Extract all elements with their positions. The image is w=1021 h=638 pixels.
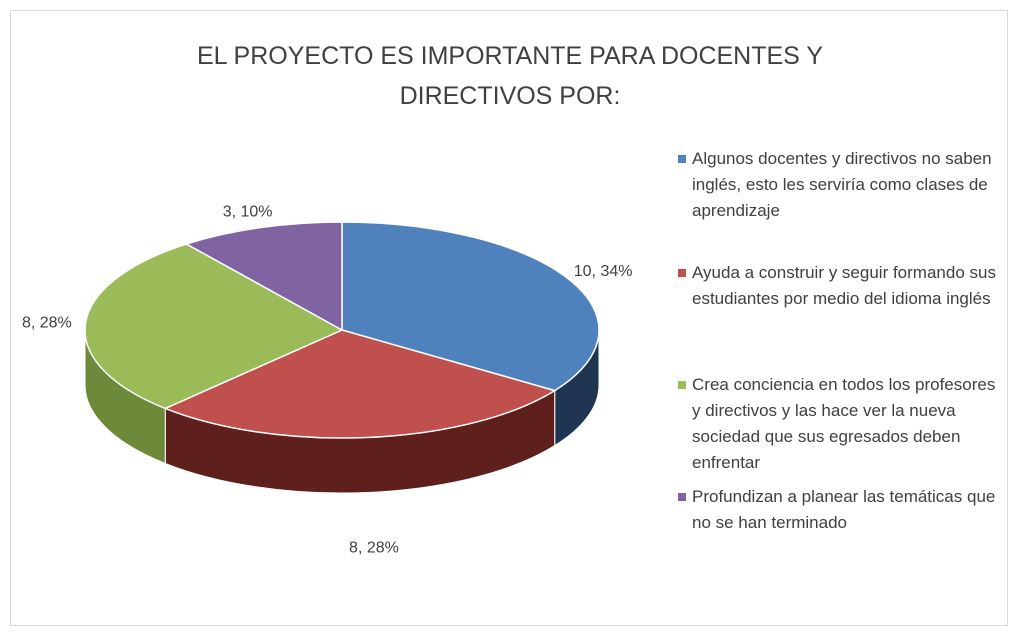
legend-label: Crea conciencia en todos los profesores … [692,375,996,472]
legend-swatch [678,493,686,501]
slice [341,221,600,392]
legend-swatch [678,381,686,389]
chart-frame [10,10,1008,626]
chart-title: EL PROYECTO ES IMPORTANTE PARA DOCENTES … [196,42,824,110]
legend-item: Ayuda a construir y seguir formando sus … [676,260,1006,312]
slice [163,329,557,439]
legend-label: Algunos docentes y directivos no saben i… [692,149,992,220]
slice [84,243,344,410]
legend-swatch [678,269,686,277]
legend-label: Ayuda a construir y seguir formando sus … [692,263,996,308]
data-label: 8, 28% [349,539,399,556]
legend-swatch [678,155,686,163]
legend-item: Crea conciencia en todos los profesores … [676,372,1006,476]
data-label: 3, 10% [223,204,273,221]
legend-item: Algunos docentes y directivos no saben i… [676,146,1006,224]
data-label: 10, 34% [574,263,633,280]
legend-item: Profundizan a planear las temáticas que … [676,484,1006,536]
legend-label: Profundizan a planear las temáticas que … [692,487,996,532]
data-label: 8, 28% [22,314,72,331]
slice [184,221,343,332]
